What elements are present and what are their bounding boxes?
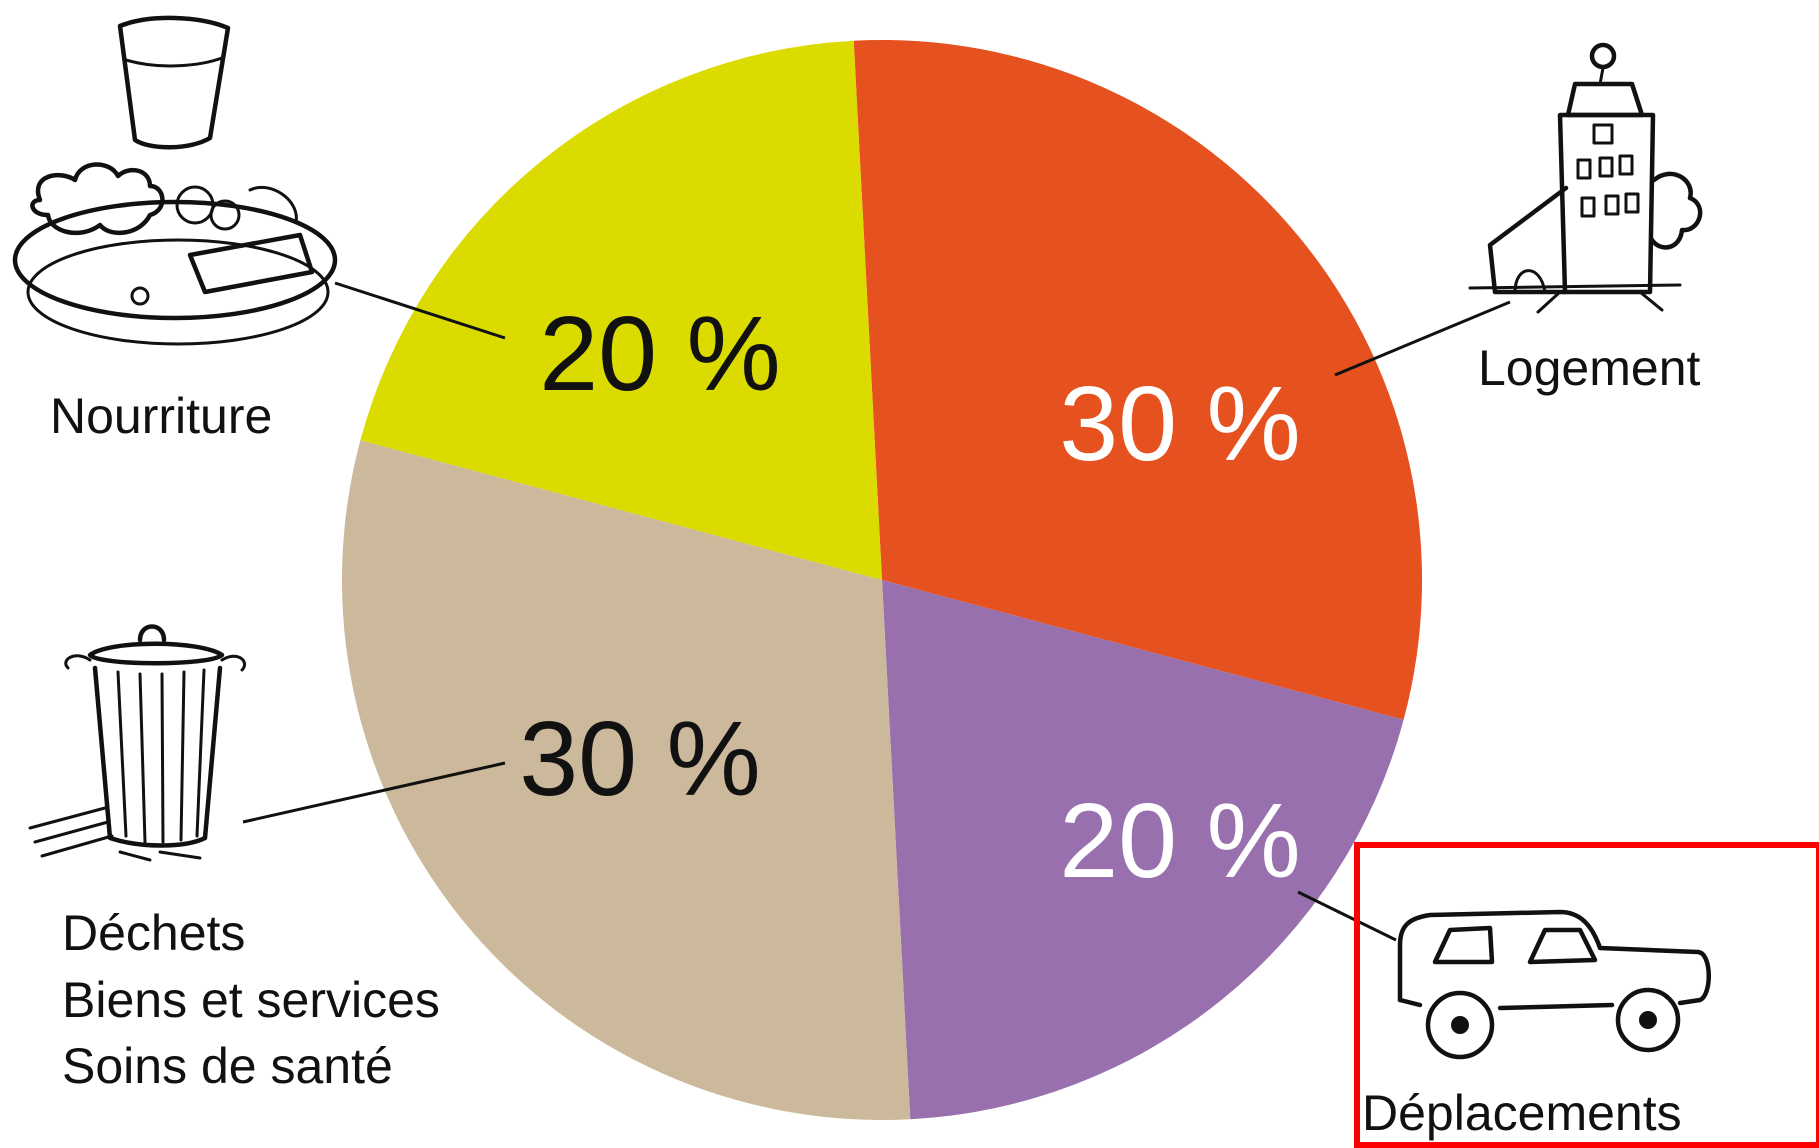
category-label-dechets: Déchets <box>62 905 245 961</box>
category-label-deplacements: Déplacements <box>1362 1085 1682 1141</box>
highlight-box <box>1354 842 1819 1148</box>
slice-dechets <box>341 440 911 1121</box>
slice-logement <box>853 39 1423 720</box>
slice-label-logement: 30 % <box>1059 365 1301 483</box>
category-label-soins-de-sante: Soins de santé <box>62 1038 393 1094</box>
leader-line-nourriture <box>334 281 506 340</box>
leader-line-deplacements <box>1297 890 1397 942</box>
house-icon <box>1468 42 1703 314</box>
car-icon <box>1397 909 1711 1060</box>
slice-label-dechets: 30 % <box>519 700 761 818</box>
leader-line-dechets <box>242 761 506 824</box>
slice-label-nourriture: 20 % <box>539 295 781 413</box>
trash-can-icon <box>28 624 246 862</box>
slice-label-deplacements: 20 % <box>1059 782 1301 900</box>
slice-deplacements <box>882 580 1404 1120</box>
category-label-logement: Logement <box>1478 340 1700 396</box>
leader-line-logement <box>1334 300 1511 377</box>
food-plate-icon <box>12 15 338 346</box>
category-label-nourriture: Nourriture <box>50 388 272 444</box>
category-label-biens-et-services: Biens et services <box>62 972 440 1028</box>
pie-slices <box>341 39 1423 1121</box>
slice-nourriture <box>360 40 882 580</box>
